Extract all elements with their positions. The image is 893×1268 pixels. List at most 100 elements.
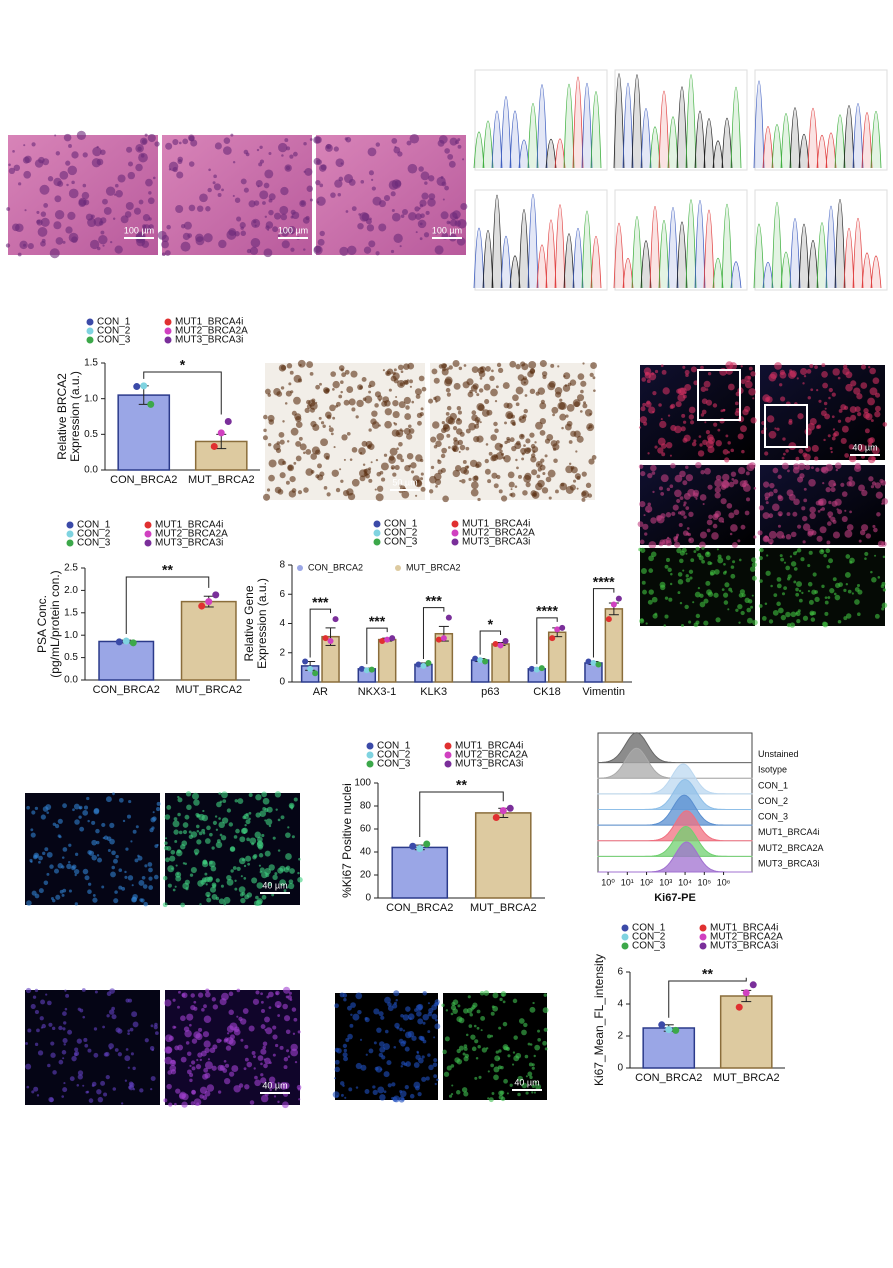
- image-texture: [90, 214, 95, 219]
- image-texture: [432, 421, 440, 429]
- image-texture: [476, 1026, 480, 1030]
- image-texture: [414, 388, 422, 396]
- image-texture: [196, 830, 200, 833]
- image-texture: [401, 1061, 406, 1066]
- image-texture: [700, 469, 705, 475]
- legend-marker: [699, 924, 707, 932]
- scale-bar-label: 40 µm: [514, 1077, 539, 1087]
- image-texture: [54, 210, 65, 220]
- image-texture: [185, 1041, 190, 1045]
- image-texture: [415, 494, 418, 497]
- image-texture: [750, 605, 754, 609]
- image-texture: [873, 527, 878, 533]
- image-texture: [722, 473, 730, 482]
- legend-marker: [86, 327, 94, 335]
- image-texture: [79, 1008, 84, 1013]
- image-texture: [465, 1033, 469, 1037]
- chromatogram-peak: [631, 74, 643, 169]
- chromatogram-peak: [816, 134, 828, 169]
- image-texture: [660, 513, 666, 519]
- image-texture: [390, 191, 396, 197]
- image-texture: [483, 990, 490, 996]
- data-point: [595, 661, 602, 668]
- significance-label: *: [180, 357, 186, 373]
- image-texture: [78, 805, 83, 810]
- image-texture: [62, 1011, 67, 1017]
- image-texture: [196, 205, 204, 212]
- data-point: [506, 804, 514, 812]
- image-texture: [245, 812, 249, 817]
- image-texture: [365, 1053, 368, 1056]
- image-texture: [431, 368, 438, 375]
- image-texture: [131, 896, 137, 902]
- image-texture: [442, 495, 449, 503]
- image-texture: [228, 822, 234, 827]
- image-texture: [317, 463, 322, 469]
- data-point: [129, 639, 137, 647]
- y-axis-label: Expression (a.u.): [68, 371, 82, 462]
- image-texture: [366, 224, 375, 232]
- significance-bracket: [668, 977, 747, 1018]
- image-texture: [700, 386, 707, 392]
- image-texture: [522, 414, 527, 419]
- image-texture: [166, 224, 171, 230]
- image-texture: [5, 243, 11, 248]
- image-texture: [675, 401, 682, 408]
- data-point: [409, 842, 417, 850]
- image-texture: [587, 493, 593, 498]
- legend-marker: [451, 520, 459, 528]
- image-texture: [110, 871, 116, 878]
- image-texture: [409, 1093, 415, 1099]
- image-texture: [124, 1055, 131, 1062]
- image-texture: [882, 555, 886, 559]
- image-texture: [278, 431, 285, 438]
- image-texture: [502, 1000, 506, 1004]
- image-texture: [639, 501, 646, 508]
- image-texture: [551, 406, 559, 414]
- image-texture: [863, 408, 869, 414]
- data-point: [440, 635, 447, 642]
- image-texture: [753, 487, 757, 490]
- image-texture: [557, 402, 566, 410]
- image-texture: [128, 1084, 135, 1091]
- chromatogram-peak: [658, 220, 670, 289]
- image-texture: [168, 1102, 173, 1107]
- image-texture: [857, 612, 861, 617]
- image-texture: [259, 190, 269, 200]
- chromatogram-peak: [685, 199, 697, 289]
- image-texture: [26, 1085, 30, 1089]
- image-texture: [713, 422, 718, 427]
- image-texture: [156, 807, 161, 812]
- image-texture: [273, 388, 281, 396]
- image-texture: [568, 462, 572, 466]
- image-texture: [397, 364, 404, 371]
- image-texture: [577, 373, 585, 380]
- image-texture: [393, 990, 400, 997]
- chromatogram-peak: [545, 219, 557, 289]
- image-texture: [192, 792, 199, 800]
- image-texture: [216, 801, 222, 808]
- x-tick-label: NKX3-1: [358, 686, 397, 698]
- image-texture: [444, 427, 447, 430]
- image-texture: [390, 375, 397, 382]
- image-texture: [845, 371, 853, 379]
- image-texture: [748, 599, 753, 604]
- image-texture: [175, 205, 184, 214]
- image-texture: [689, 420, 695, 425]
- image-texture: [224, 1063, 230, 1068]
- legend-label: CON_2: [632, 932, 666, 943]
- image-texture: [299, 363, 302, 367]
- image-texture: [700, 413, 705, 417]
- image-texture: [470, 1034, 476, 1040]
- image-texture: [807, 581, 813, 587]
- image-texture: [811, 444, 819, 452]
- image-texture: [503, 402, 510, 409]
- row-label: MUT3_BRCA3i: [758, 858, 820, 868]
- image-texture: [289, 868, 295, 874]
- image-texture: [62, 1038, 68, 1044]
- image-texture: [149, 827, 154, 833]
- image-texture: [809, 364, 814, 369]
- y-tick-label: 0: [279, 677, 285, 688]
- image-texture: [715, 474, 722, 481]
- image-texture: [547, 469, 556, 478]
